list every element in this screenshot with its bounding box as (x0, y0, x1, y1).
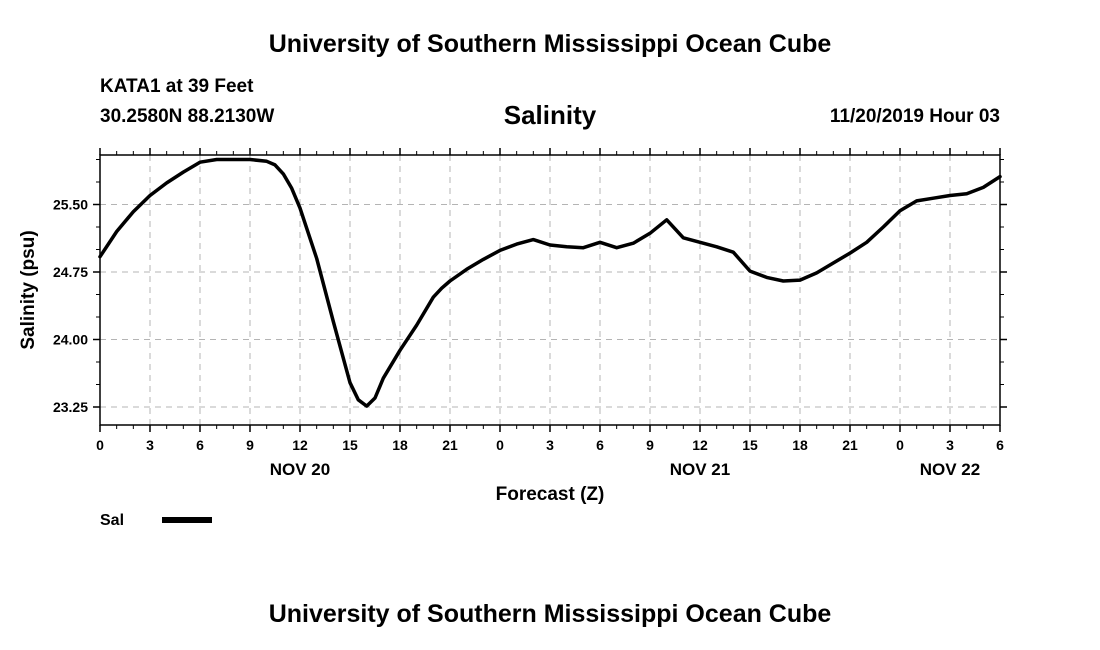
x-axis-label: Forecast (Z) (496, 484, 605, 505)
x-tick-label: 0 (96, 437, 104, 453)
x-tick-label: 15 (342, 437, 358, 453)
x-axis: 0 3 6 9 12 15 18 21 0 3 6 9 12 15 18 21 0 3 6 NOV 20 NOV 21 N… (96, 148, 1004, 479)
x-tick-label: 18 (392, 437, 408, 453)
plot-frame (99, 154, 1001, 426)
y-axis: 23.25 24.00 24.75 25.50 (53, 159, 1007, 415)
series-layer (98, 157, 1002, 408)
y-tick-label: 24.75 (53, 264, 88, 280)
x-tick-label: 12 (292, 437, 308, 453)
x-tick-label: 18 (792, 437, 808, 453)
x-tick-label: 9 (646, 437, 654, 453)
station-coords: 30.2580N 88.2130W (100, 106, 275, 127)
x-date-label: NOV 22 (920, 460, 980, 479)
chart-title: Salinity (503, 100, 597, 130)
y-tick-label: 23.25 (53, 399, 88, 415)
x-tick-label: 6 (196, 437, 204, 453)
x-tick-label: 6 (996, 437, 1004, 453)
x-tick-label: 6 (596, 437, 604, 453)
x-tick-label: 3 (546, 437, 554, 453)
station-name: KATA1 at 39 Feet (100, 76, 254, 97)
x-tick-label: 21 (842, 437, 858, 453)
x-tick-label: 21 (442, 437, 458, 453)
y-tick-label: 25.50 (53, 197, 88, 213)
x-tick-label: 0 (896, 437, 904, 453)
x-date-label: NOV 21 (670, 460, 730, 479)
y-axis-label: Salinity (psu) (18, 230, 39, 349)
x-tick-label: 15 (742, 437, 758, 453)
bottom-title: University of Southern Mississippi Ocean… (268, 600, 832, 628)
x-tick-label: 9 (246, 437, 254, 453)
legend-label: Sal (100, 512, 124, 529)
x-tick-label: 12 (692, 437, 708, 453)
grid (100, 155, 1000, 425)
legend: Sal (100, 512, 212, 529)
series-line-sal (98, 157, 1002, 408)
issue-time: 11/20/2019 Hour 03 (829, 106, 1000, 127)
x-tick-label: 3 (946, 437, 954, 453)
y-tick-label: 24.00 (53, 332, 88, 348)
x-tick-label: 0 (496, 437, 504, 453)
top-title: University of Southern Mississippi Ocean… (268, 30, 832, 58)
x-tick-label: 3 (146, 437, 154, 453)
x-date-label: NOV 20 (270, 460, 330, 479)
